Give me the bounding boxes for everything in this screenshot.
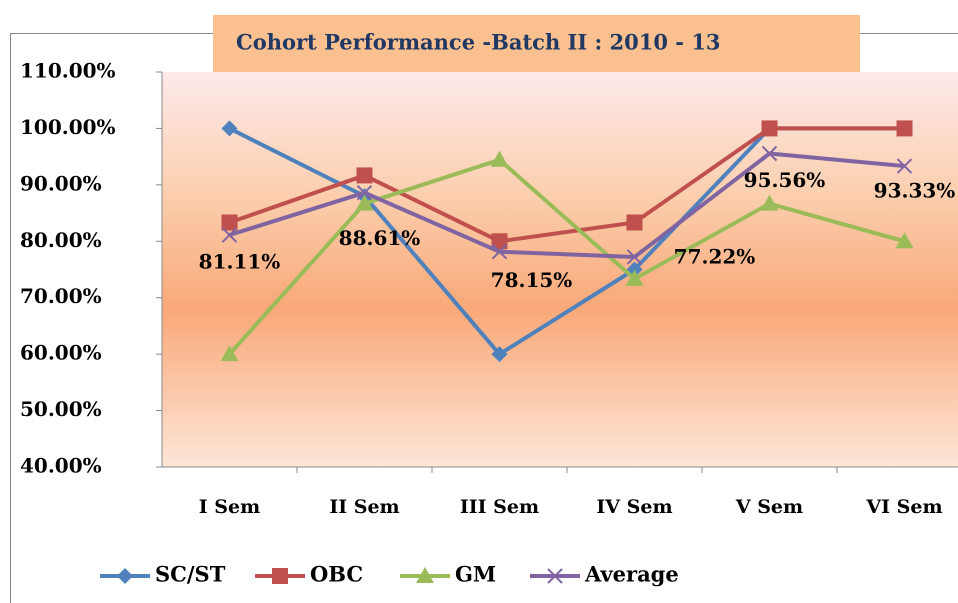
point-marker <box>491 244 508 260</box>
y-tick-label: 50.00% <box>20 397 102 421</box>
point-marker <box>626 214 643 231</box>
y-tick-label: 40.00% <box>20 454 102 478</box>
x-tick-label: I Sem <box>199 496 260 518</box>
data-label: 81.11% <box>199 250 281 274</box>
data-label: 88.61% <box>339 226 421 250</box>
series-line <box>228 151 905 259</box>
series-line <box>228 157 906 356</box>
data-label: 77.22% <box>674 244 756 268</box>
x-tick-label: VI Sem <box>865 496 942 518</box>
point-marker <box>895 232 914 249</box>
chart-title: Cohort Performance -Batch II : 2010 - 13 <box>236 30 721 55</box>
point-marker <box>221 214 238 231</box>
point-marker <box>896 158 913 174</box>
y-tick-label: 100.00% <box>20 115 116 139</box>
data-label: 95.56% <box>744 168 826 192</box>
point-marker <box>626 249 643 265</box>
y-tick-label: 90.00% <box>20 171 102 195</box>
y-tick-label: 80.00% <box>20 228 102 252</box>
point-marker <box>896 120 913 137</box>
legend-marker <box>272 568 288 584</box>
y-tick-label: 70.00% <box>20 284 102 308</box>
legend-marker <box>117 568 133 584</box>
point-marker <box>760 194 779 211</box>
point-marker <box>761 145 778 162</box>
data-label: 78.15% <box>491 268 573 292</box>
x-tick-label: V Sem <box>735 496 803 518</box>
point-marker <box>491 346 508 363</box>
point-marker <box>355 194 374 211</box>
legend-marker <box>547 568 563 584</box>
legend-label: GM <box>455 562 496 587</box>
point-marker <box>356 184 373 201</box>
legend-marker <box>416 567 434 583</box>
point-marker <box>221 227 238 243</box>
point-marker <box>761 120 778 137</box>
title-box <box>213 15 860 72</box>
y-tick-label: 110.00% <box>20 59 116 83</box>
series-line <box>228 126 905 244</box>
point-marker <box>356 167 373 184</box>
legend-label: Average <box>584 562 679 587</box>
plot-area <box>162 72 958 467</box>
data-label: 93.33% <box>874 179 956 203</box>
legend-label: SC/ST <box>155 562 226 587</box>
point-marker <box>490 150 509 167</box>
x-tick-label: IV Sem <box>596 496 672 518</box>
point-marker <box>625 269 644 286</box>
legend-label: OBC <box>310 562 363 587</box>
point-marker <box>221 120 238 137</box>
point-marker <box>491 233 508 250</box>
point-marker <box>220 345 239 362</box>
x-tick-label: III Sem <box>460 496 539 518</box>
y-tick-label: 60.00% <box>20 341 102 365</box>
x-tick-label: II Sem <box>329 496 399 518</box>
